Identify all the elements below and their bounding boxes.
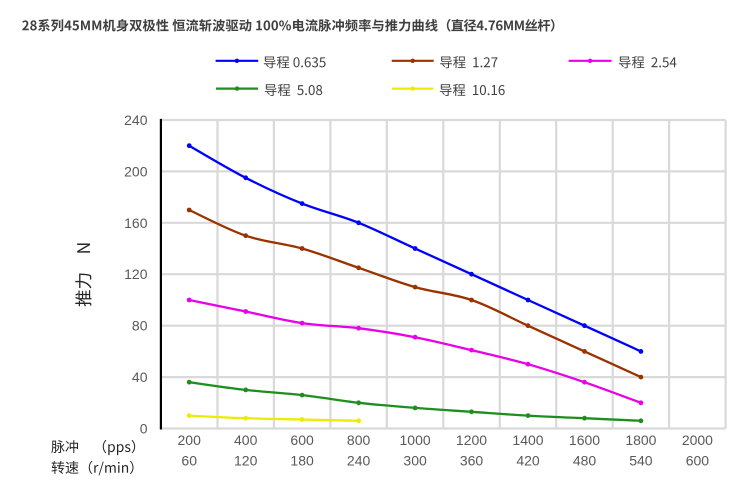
svg-text:1600: 1600 — [569, 432, 600, 448]
svg-text:160: 160 — [124, 215, 148, 231]
svg-text:800: 800 — [347, 432, 371, 448]
svg-text:420: 420 — [516, 452, 540, 468]
svg-text:240: 240 — [347, 452, 371, 468]
svg-text:1400: 1400 — [512, 432, 543, 448]
svg-text:1000: 1000 — [400, 432, 431, 448]
svg-text:1200: 1200 — [456, 432, 487, 448]
svg-text:200: 200 — [124, 163, 148, 179]
svg-text:120: 120 — [124, 266, 148, 282]
svg-text:180: 180 — [290, 452, 314, 468]
svg-text:240: 240 — [124, 112, 148, 128]
svg-text:120: 120 — [234, 452, 258, 468]
svg-text:60: 60 — [181, 452, 197, 468]
svg-text:360: 360 — [460, 452, 484, 468]
svg-text:480: 480 — [573, 452, 597, 468]
svg-text:200: 200 — [178, 432, 202, 448]
svg-text:600: 600 — [290, 432, 314, 448]
svg-text:0: 0 — [140, 421, 148, 437]
svg-text:2000: 2000 — [682, 432, 713, 448]
svg-text:400: 400 — [234, 432, 258, 448]
svg-text:40: 40 — [132, 369, 148, 385]
svg-text:600: 600 — [686, 452, 710, 468]
svg-text:300: 300 — [403, 452, 427, 468]
svg-text:1800: 1800 — [625, 432, 656, 448]
svg-text:80: 80 — [132, 318, 148, 334]
svg-text:540: 540 — [629, 452, 653, 468]
